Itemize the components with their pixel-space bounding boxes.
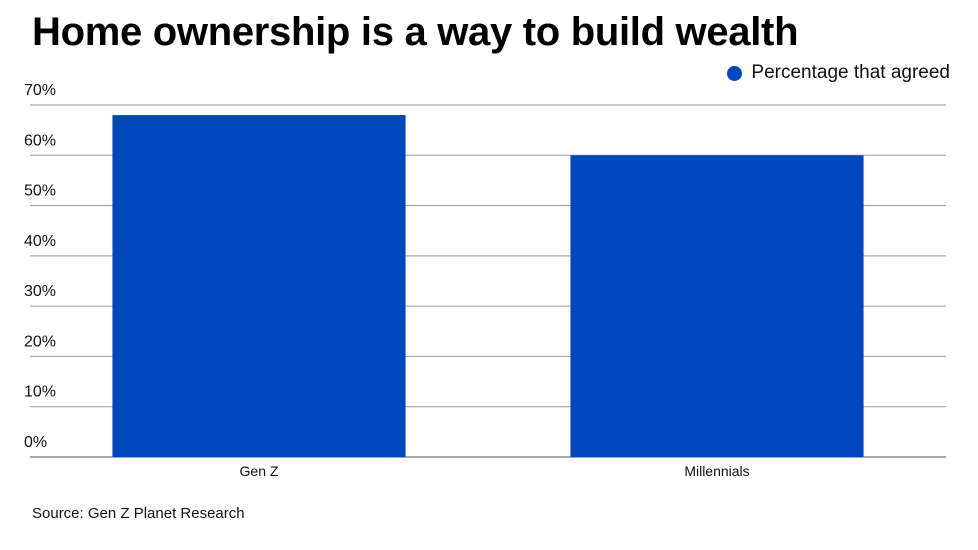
chart-title: Home ownership is a way to build wealth [32, 10, 799, 54]
y-tick-label: 30% [24, 283, 56, 300]
y-tick-label: 40% [24, 233, 56, 250]
y-tick-label: 50% [24, 183, 56, 200]
x-tick-label: Gen Z [240, 463, 279, 479]
x-tick-label: Millennials [684, 463, 749, 479]
y-tick-label: 20% [24, 333, 56, 350]
y-tick-label: 60% [24, 132, 56, 149]
legend-label: Percentage that agreed [751, 62, 950, 83]
bar [570, 155, 864, 458]
bar [112, 115, 406, 458]
y-tick-label: 0% [24, 434, 47, 451]
y-tick-label: 10% [24, 384, 56, 401]
y-tick-label: 70% [24, 82, 56, 99]
source-note: Source: Gen Z Planet Research [32, 505, 245, 522]
legend: Percentage that agreed [727, 62, 950, 84]
legend-swatch [727, 65, 743, 81]
